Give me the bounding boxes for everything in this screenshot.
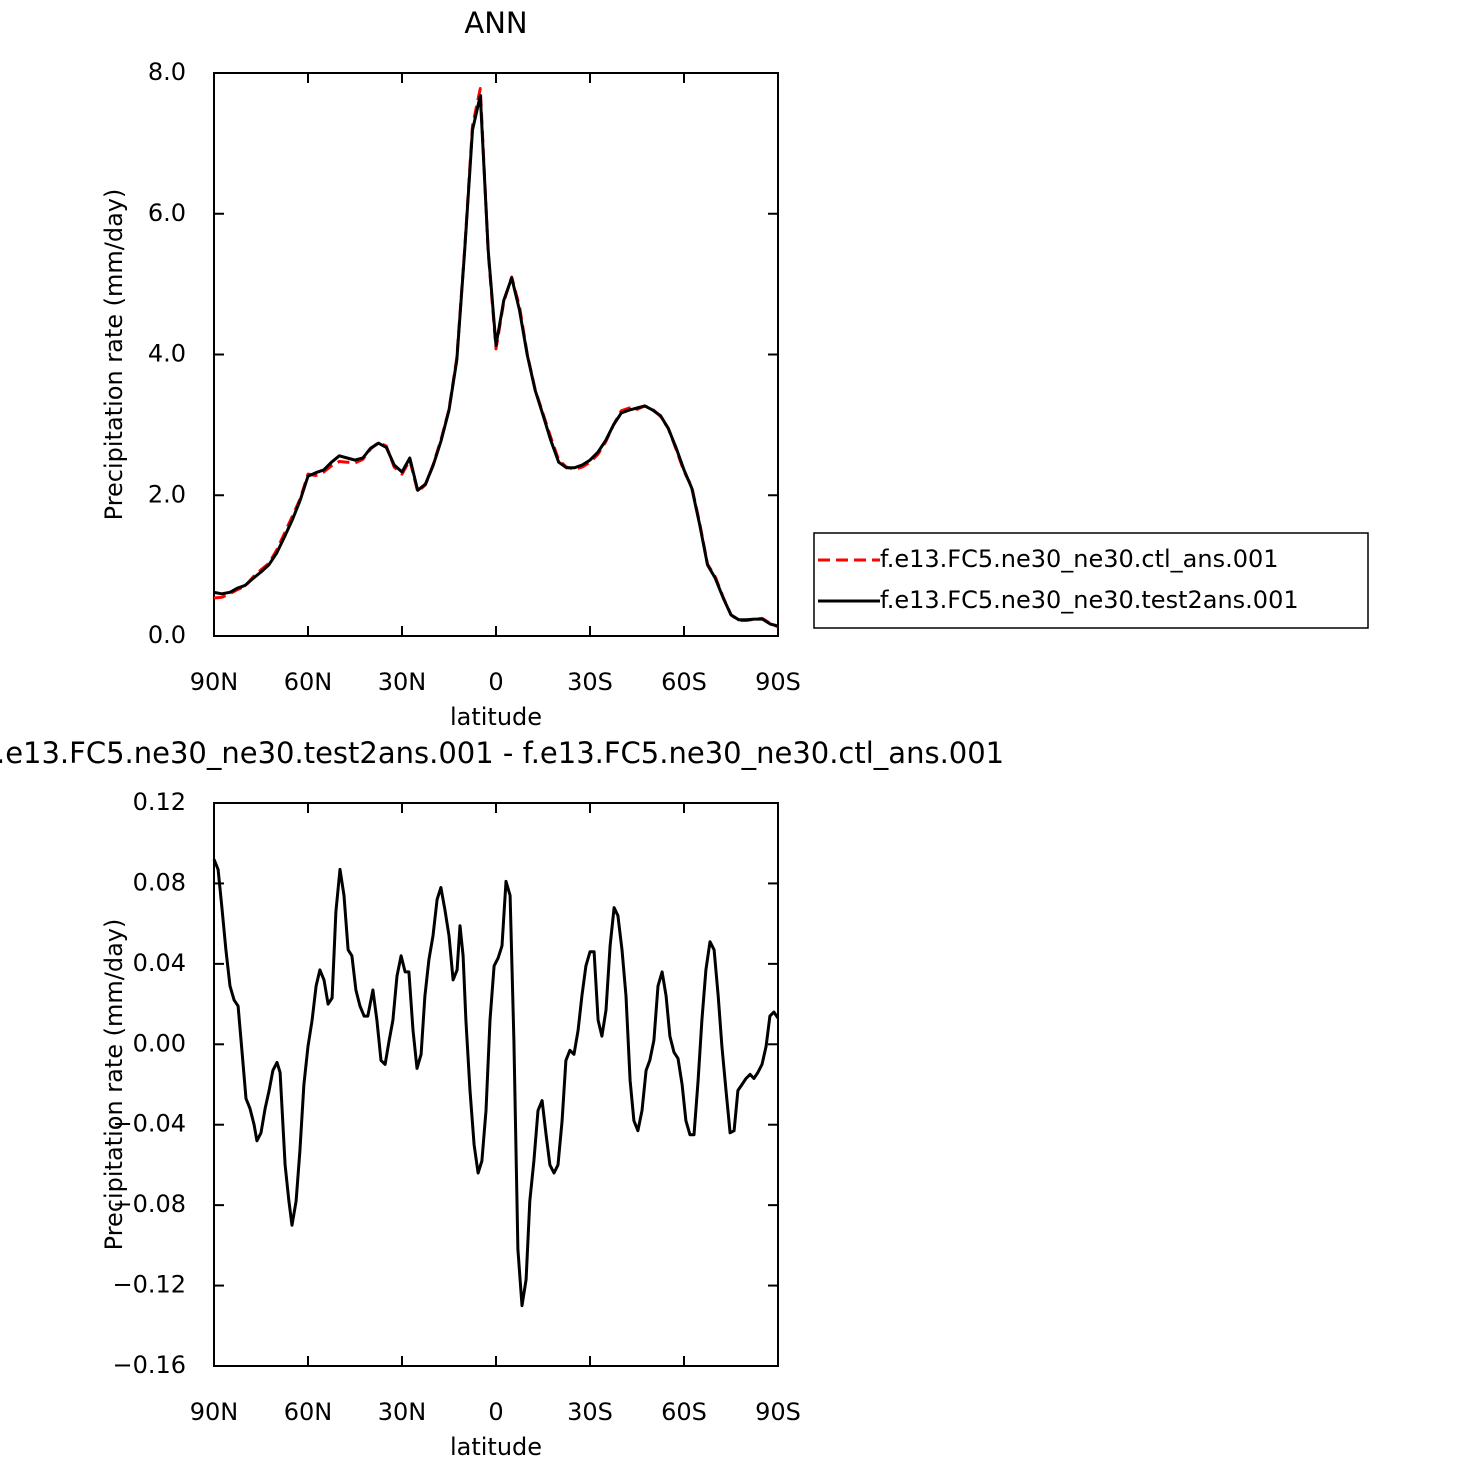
plot-frame [213, 72, 779, 637]
x-tick-label: 90S [755, 668, 801, 696]
x-tick-label: 30S [567, 668, 613, 696]
y-tick-label: −0.16 [112, 1351, 186, 1379]
y-tick-label: 2.0 [148, 480, 186, 508]
y-tick-label: 0.12 [133, 788, 186, 816]
data-line [212, 858, 780, 1308]
y-axis-title: Precipitation rate (mm/day) [100, 919, 128, 1251]
x-tick-label: 90S [755, 1398, 801, 1426]
y-tick-label: −0.08 [112, 1190, 186, 1218]
plot-frame [213, 802, 779, 1367]
y-tick-label: 0.08 [133, 868, 186, 896]
x-axis-title: latitude [450, 703, 542, 731]
x-tick-label: 90N [190, 1398, 239, 1426]
x-tick-label: 0 [488, 1398, 503, 1426]
x-tick-label: 60S [661, 668, 707, 696]
x-tick-label: 30N [378, 1398, 427, 1426]
x-axis-title: latitude [450, 1433, 542, 1461]
y-tick-label: 6.0 [148, 199, 186, 227]
y-tick-label: 0.0 [148, 621, 186, 649]
y-tick-label: 8.0 [148, 58, 186, 86]
data-line [213, 87, 779, 629]
x-tick-label: 0 [488, 668, 503, 696]
y-tick-label: −0.04 [112, 1110, 186, 1138]
y-tick-label: 0.00 [133, 1029, 186, 1057]
legend-label: f.e13.FC5.ne30_ne30.ctl_ans.001 [880, 545, 1279, 573]
y-tick-label: −0.12 [112, 1271, 186, 1299]
chart-title: f.e13.FC5.ne30_ne30.test2ans.001 - f.e13… [0, 736, 1004, 770]
legend-box [813, 532, 1369, 629]
x-tick-label: 60S [661, 1398, 707, 1426]
y-axis-title: Precipitation rate (mm/day) [100, 189, 128, 521]
x-tick-label: 30N [378, 668, 427, 696]
x-tick-label: 60N [284, 668, 333, 696]
x-tick-label: 90N [190, 668, 239, 696]
y-tick-label: 0.04 [133, 949, 186, 977]
y-tick-label: 4.0 [148, 340, 186, 368]
x-tick-label: 30S [567, 1398, 613, 1426]
legend-label: f.e13.FC5.ne30_ne30.test2ans.001 [880, 586, 1299, 614]
data-line [213, 94, 779, 628]
chart-title: ANN [464, 6, 527, 40]
x-tick-label: 60N [284, 1398, 333, 1426]
